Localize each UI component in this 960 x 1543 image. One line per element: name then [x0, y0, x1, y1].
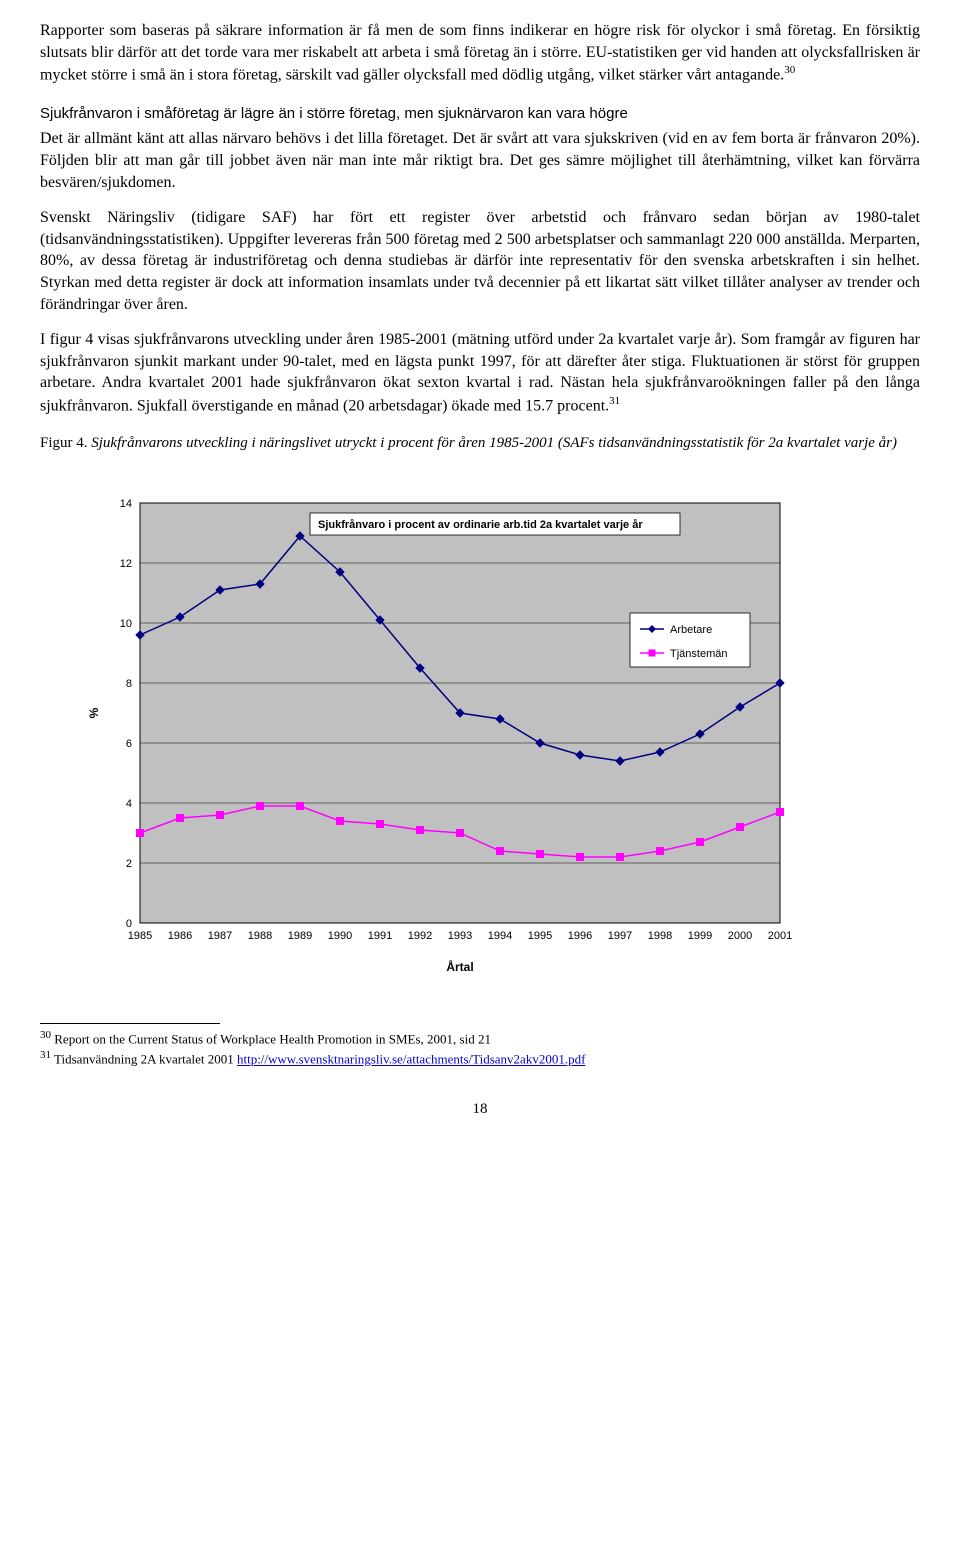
footnote-text: Report on the Current Status of Workplac…	[51, 1031, 491, 1046]
paragraph: Det är allmänt känt att allas närvaro be…	[40, 128, 920, 193]
footnote-ref-31: 31	[609, 395, 620, 407]
svg-text:1992: 1992	[408, 930, 432, 942]
svg-text:0: 0	[126, 918, 132, 930]
svg-text:%: %	[87, 707, 101, 718]
page-number: 18	[40, 1099, 920, 1119]
svg-text:Tjänstemän: Tjänstemän	[670, 648, 727, 660]
svg-text:1994: 1994	[488, 930, 512, 942]
svg-text:Årtal: Årtal	[446, 959, 473, 974]
line-chart: 0 2 4 6 8 10 12 14 1985 1986 1987 1988 1989 1990 1991 1…	[80, 483, 800, 983]
footnote-ref-30: 30	[784, 64, 795, 76]
svg-text:8: 8	[126, 678, 132, 690]
footnote-31: 31 Tidsanvändning 2A kvartalet 2001 http…	[40, 1048, 920, 1068]
svg-text:1996: 1996	[568, 930, 592, 942]
svg-text:1993: 1993	[448, 930, 472, 942]
figure-caption-text: Sjukfrånvarons utveckling i näringslivet…	[91, 435, 897, 451]
svg-text:1998: 1998	[648, 930, 672, 942]
paragraph: I figur 4 visas sjukfrånvarons utvecklin…	[40, 329, 920, 417]
svg-text:14: 14	[120, 498, 132, 510]
chart-svg: 0 2 4 6 8 10 12 14 1985 1986 1987 1988 1989 1990 1991 1…	[80, 483, 800, 983]
svg-text:1989: 1989	[288, 930, 312, 942]
footnote-num: 31	[40, 1049, 51, 1061]
svg-text:12: 12	[120, 558, 132, 570]
svg-text:1995: 1995	[528, 930, 552, 942]
figure-caption: Figur 4. Sjukfrånvarons utveckling i när…	[40, 433, 920, 453]
svg-text:1997: 1997	[608, 930, 632, 942]
svg-text:1988: 1988	[248, 930, 272, 942]
footnote-num: 30	[40, 1029, 51, 1041]
svg-text:6: 6	[126, 738, 132, 750]
svg-text:2: 2	[126, 858, 132, 870]
paragraph-text: I figur 4 visas sjukfrånvarons utvecklin…	[40, 331, 920, 414]
svg-text:Sjukfrånvaro i procent av ordi: Sjukfrånvaro i procent av ordinarie arb.…	[318, 519, 643, 531]
footnote-30: 30 Report on the Current Status of Workp…	[40, 1028, 920, 1048]
svg-text:Arbetare: Arbetare	[670, 624, 712, 636]
paragraph: Svenskt Näringsliv (tidigare SAF) har fö…	[40, 207, 920, 315]
svg-text:1986: 1986	[168, 930, 192, 942]
section-subheading: Sjukfrånvaron i småföretag är lägre än i…	[40, 104, 920, 124]
footnote-link[interactable]: http://www.svensktnaringsliv.se/attachme…	[237, 1052, 585, 1067]
svg-text:4: 4	[126, 798, 132, 810]
svg-text:2001: 2001	[768, 930, 792, 942]
figure-label: Figur 4.	[40, 435, 91, 451]
svg-text:1991: 1991	[368, 930, 392, 942]
paragraph: Rapporter som baseras på säkrare informa…	[40, 20, 920, 86]
svg-text:1987: 1987	[208, 930, 232, 942]
footnote-separator	[40, 1023, 220, 1024]
svg-text:1985: 1985	[128, 930, 152, 942]
svg-text:1999: 1999	[688, 930, 712, 942]
footnote-text: Tidsanvändning 2A kvartalet 2001	[51, 1052, 237, 1067]
svg-text:2000: 2000	[728, 930, 752, 942]
svg-text:10: 10	[120, 618, 132, 630]
svg-text:1990: 1990	[328, 930, 352, 942]
